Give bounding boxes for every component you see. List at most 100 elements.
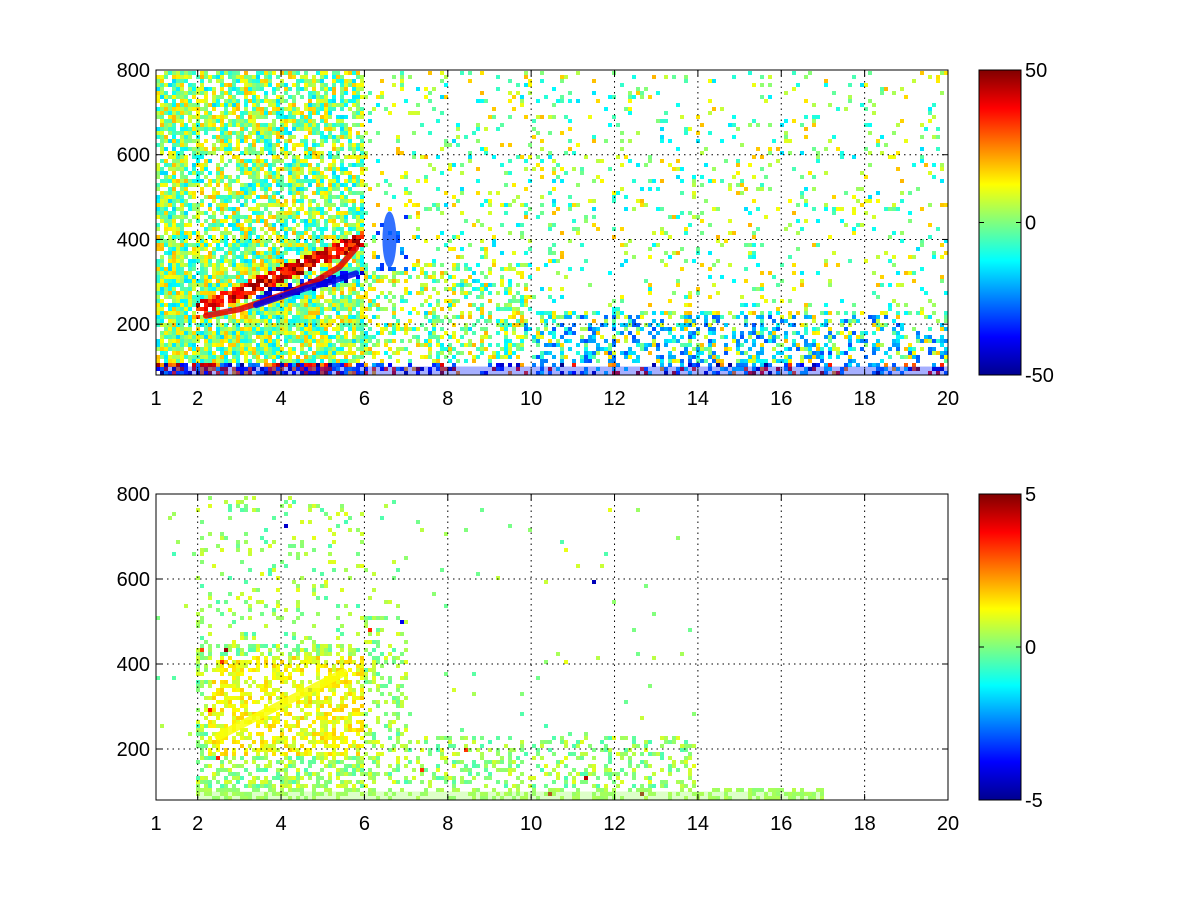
top-heatmap-cell: [320, 191, 324, 195]
top-heatmap-cell: [444, 83, 448, 87]
top-heatmap-cell: [288, 263, 292, 267]
top-heatmap-cell: [692, 195, 696, 199]
top-heatmap-cell: [648, 343, 652, 347]
top-heatmap-cell: [688, 371, 692, 375]
top-heatmap-cell: [252, 151, 256, 155]
top-heatmap-cell: [764, 363, 768, 367]
top-heatmap-cell: [296, 363, 300, 367]
top-heatmap-cell: [316, 323, 320, 327]
top-heatmap-cell: [304, 271, 308, 275]
top-heatmap-cell: [252, 163, 256, 167]
top-heatmap-cell: [204, 363, 208, 367]
top-heatmap-cell: [276, 311, 280, 315]
top-heatmap-cell: [312, 255, 316, 259]
top-heatmap-cell: [680, 323, 684, 327]
top-heatmap-cell: [516, 311, 520, 315]
top-heatmap-cell: [340, 75, 344, 79]
top-heatmap-cell: [524, 327, 528, 331]
top-heatmap-cell: [236, 147, 240, 151]
top-heatmap-cell: [416, 103, 420, 107]
top-heatmap-cell: [280, 127, 284, 131]
top-heatmap-cell: [456, 371, 460, 375]
top-heatmap-cell: [448, 247, 452, 251]
top-heatmap-cell: [808, 71, 812, 75]
top-heatmap-cell: [264, 307, 268, 311]
top-heatmap-cell: [712, 79, 716, 83]
top-heatmap-cell: [228, 147, 232, 151]
top-heatmap-cell: [276, 283, 280, 287]
top-heatmap-cell: [324, 235, 328, 239]
top-heatmap-cell: [840, 323, 844, 327]
top-heatmap-cell: [344, 179, 348, 183]
top-heatmap-cell: [252, 299, 256, 303]
top-heatmap-cell: [216, 147, 220, 151]
top-heatmap-cell: [252, 179, 256, 183]
top-heatmap-cell: [652, 179, 656, 183]
top-heatmap-cell: [720, 139, 724, 143]
top-heatmap-cell: [392, 371, 396, 375]
top-heatmap-cell: [456, 199, 460, 203]
top-heatmap-cell: [228, 339, 232, 343]
top-heatmap-cell: [296, 235, 300, 239]
top-heatmap-cell: [804, 327, 808, 331]
top-heatmap-cell: [568, 267, 572, 271]
top-heatmap-cell: [216, 327, 220, 331]
top-heatmap-cell: [644, 163, 648, 167]
top-heatmap-cell: [416, 339, 420, 343]
top-heatmap-cell: [864, 123, 868, 127]
top-heatmap-cell: [732, 231, 736, 235]
top-heatmap-cell: [616, 315, 620, 319]
top-heatmap-cell: [228, 187, 232, 191]
top-heatmap-cell: [600, 159, 604, 163]
top-heatmap-cell: [332, 147, 336, 151]
top-heatmap-cell: [584, 367, 588, 371]
top-heatmap-cell: [192, 311, 196, 315]
top-heatmap-cell: [436, 299, 440, 303]
top-heatmap-cell: [220, 203, 224, 207]
top-heatmap-cell: [284, 87, 288, 91]
top-heatmap-cell: [220, 195, 224, 199]
top-heatmap-cell: [236, 283, 240, 287]
top-heatmap-cell: [824, 343, 828, 347]
top-heatmap-cell: [284, 215, 288, 219]
top-heatmap-cell: [436, 247, 440, 251]
top-heatmap-cell: [220, 287, 224, 291]
top-heatmap-cell: [664, 311, 668, 315]
top-heatmap-cell: [160, 355, 164, 359]
top-heatmap-cell: [392, 195, 396, 199]
top-heatmap-cell: [564, 171, 568, 175]
top-heatmap-cell: [540, 115, 544, 119]
top-heatmap-cell: [256, 159, 260, 163]
top-heatmap-cell: [236, 327, 240, 331]
top-heatmap-cell: [848, 95, 852, 99]
top-heatmap-cell: [268, 351, 272, 355]
top-heatmap-cell: [164, 75, 168, 79]
top-heatmap-cell: [648, 95, 652, 99]
top-heatmap-cell: [864, 339, 868, 343]
top-heatmap-cell: [232, 327, 236, 331]
top-heatmap-cell: [296, 303, 300, 307]
top-heatmap-cell: [160, 179, 164, 183]
top-heatmap-cell: [264, 243, 268, 247]
top-heatmap-cell: [164, 271, 168, 275]
top-heatmap-cell: [568, 195, 572, 199]
top-heatmap-cell: [268, 203, 272, 207]
top-heatmap-cell: [340, 79, 344, 83]
top-heatmap-cell: [248, 91, 252, 95]
top-heatmap-cell: [380, 223, 384, 227]
top-heatmap-cell: [264, 115, 268, 119]
top-heatmap-cell: [224, 107, 228, 111]
top-heatmap-cell: [452, 283, 456, 287]
top-heatmap-cell: [236, 87, 240, 91]
top-heatmap-cell: [200, 127, 204, 131]
top-heatmap-cell: [212, 227, 216, 231]
top-heatmap-cell: [244, 83, 248, 87]
top-heatmap-cell: [300, 87, 304, 91]
top-heatmap-cell: [284, 147, 288, 151]
top-heatmap-cell: [236, 227, 240, 231]
top-heatmap-cell: [284, 163, 288, 167]
top-heatmap-cell: [440, 111, 444, 115]
top-heatmap-cell: [484, 255, 488, 259]
top-heatmap-cell: [300, 195, 304, 199]
top-heatmap-cell: [252, 231, 256, 235]
